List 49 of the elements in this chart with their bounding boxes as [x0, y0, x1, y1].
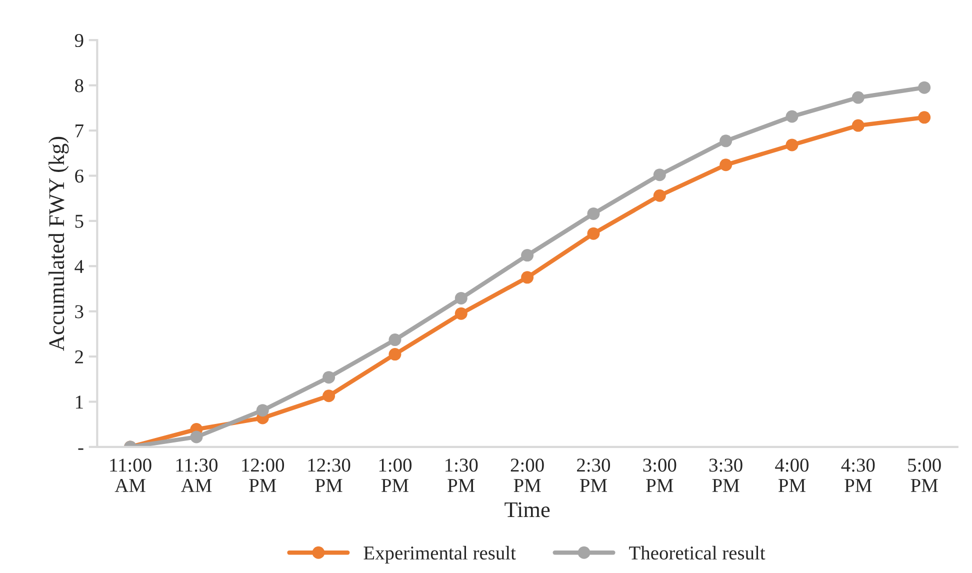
point: [653, 189, 666, 202]
point: [388, 334, 402, 346]
point: [388, 348, 402, 361]
point: [918, 111, 931, 124]
point: [454, 292, 468, 304]
point: [786, 138, 798, 152]
point: [786, 110, 798, 123]
point: [653, 168, 666, 182]
point: [852, 91, 864, 104]
point: [521, 249, 534, 262]
y-tick-label: 3: [75, 305, 84, 318]
x-tick-label: 11:30 AM: [176, 458, 218, 492]
point: [720, 158, 732, 172]
y-tick-label: 5: [75, 214, 84, 228]
y-tick-label: 7: [76, 124, 84, 138]
x-tick-label: 2:00 PM: [510, 458, 544, 492]
point: [720, 134, 732, 148]
x-tick-label: 3:00 PM: [643, 458, 676, 492]
x-tick-label: 4:00 PM: [775, 458, 809, 492]
y-tick-label: 8: [75, 79, 84, 92]
point: [454, 307, 468, 320]
y-tick-label: 2: [75, 350, 83, 364]
x-tick-label: 5:00 PM: [908, 458, 941, 492]
point: [521, 271, 534, 284]
x-tick-label: 1:30 PM: [446, 458, 478, 492]
point: [322, 371, 336, 384]
y-axis-title: Accumulated FWY (kg): [48, 136, 69, 351]
x-tick-label: 11:00 AM: [110, 458, 152, 492]
x-axis-title: Time: [504, 502, 550, 518]
x-tick-label: 4:30 PM: [841, 458, 875, 492]
point: [587, 207, 600, 220]
y-tick-label: 1: [76, 396, 83, 408]
point: [190, 430, 203, 444]
point: [256, 404, 269, 417]
legend-label: Theoretical result: [629, 546, 766, 560]
x-tick-label: 3:30 PM: [709, 458, 742, 492]
x-tick-label: 12:00 PM: [242, 458, 284, 492]
point: [918, 81, 931, 94]
y-tick-label: -: [78, 448, 84, 450]
point: [852, 119, 864, 132]
y-tick-label: 4: [74, 260, 84, 273]
y-tick-label: 9: [74, 34, 84, 48]
x-tick-label: 1:00 PM: [379, 458, 412, 492]
y-tick-label: 6: [75, 170, 84, 183]
legend-label: Experimental result: [364, 546, 516, 564]
point: [322, 390, 336, 402]
x-tick-label: 2:30 PM: [577, 458, 610, 492]
x-tick-label: 12:30 PM: [308, 458, 350, 492]
point: [587, 227, 600, 240]
